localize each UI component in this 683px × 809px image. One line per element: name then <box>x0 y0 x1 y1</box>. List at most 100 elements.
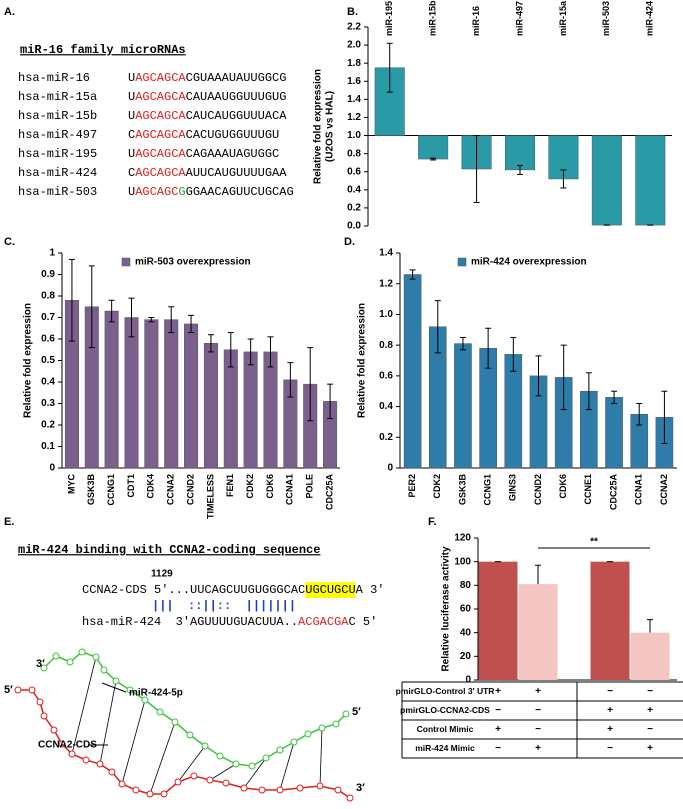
panel-label: F. <box>428 516 437 528</box>
mirna-sequence: ACGACGA <box>298 615 349 629</box>
bar <box>203 343 218 469</box>
bar <box>591 135 622 226</box>
y-tick-label: 1.8 <box>347 58 361 69</box>
table-row-label: pmirGLO-CCNA2-CDS <box>400 705 490 715</box>
nucleotide <box>186 731 194 739</box>
bar <box>478 561 518 680</box>
y-tick-label: 120 <box>454 533 471 544</box>
base-pair <box>279 741 295 791</box>
y-tick-label: 0.9 <box>41 269 55 280</box>
nucleotide <box>14 686 22 694</box>
x-tick-label: CDC25A <box>608 474 618 511</box>
x-tick-label: GINS3 <box>508 474 518 501</box>
sequence: G <box>178 185 185 199</box>
y-tick-label: 1.0 <box>347 130 361 141</box>
error-bar <box>227 332 234 368</box>
error-bar <box>188 314 195 334</box>
target-sequence: CCNA2-CDS 5′...UUCAGCUUGUGGGCAC <box>82 583 305 597</box>
panel-title: miR-16 family microRNAs <box>20 43 186 57</box>
y-tick-label: 0.8 <box>379 340 393 351</box>
y-tick-label: 100 <box>454 556 471 567</box>
target-sequence: A 3′ <box>356 583 385 597</box>
sequence: U <box>128 185 135 199</box>
error-bar <box>247 338 254 366</box>
error-bar <box>560 169 567 189</box>
y-tick-label: 80 <box>460 580 472 591</box>
panel-label: E. <box>4 516 14 528</box>
nucleotide <box>28 686 36 694</box>
x-tick-label: MYC <box>66 474 76 495</box>
y-tick-label: 40 <box>460 627 472 638</box>
sequence: AGCAGCA <box>135 147 186 161</box>
y-tick-label: 0.0 <box>347 221 361 232</box>
base-pair <box>209 763 237 781</box>
nucleotide <box>332 720 340 728</box>
x-tick-label: CCND2 <box>185 474 195 505</box>
error-bar <box>148 317 155 323</box>
sequence: AGCAGCA <box>135 166 186 180</box>
y-tick-label: 1.0 <box>379 309 393 320</box>
x-tick-label: miR-15a <box>558 0 568 36</box>
x-tick-label: CDK6 <box>558 474 568 499</box>
sequence: U <box>128 147 135 161</box>
error-bar <box>68 258 75 342</box>
error-bar <box>535 355 542 397</box>
x-tick-label: CCNG1 <box>106 474 116 506</box>
nucleotide <box>201 742 209 750</box>
y-tick-label: 1.4 <box>379 248 393 259</box>
table-cell: + <box>535 686 541 697</box>
nucleotide <box>222 779 230 787</box>
nucleotide <box>52 652 60 660</box>
nucleotide <box>108 768 116 776</box>
y-tick-label: 1.4 <box>347 94 361 105</box>
nucleotide <box>36 698 44 706</box>
mirna-name: hsa-miR-195 <box>18 147 97 161</box>
error-bar <box>485 327 492 369</box>
error-bar <box>560 344 567 411</box>
sequence: CGUAAAUAUUGGCG <box>186 71 287 85</box>
table-cell: + <box>647 743 653 754</box>
nucleotide <box>296 784 304 792</box>
x-tick-label: CCNA2 <box>659 474 669 505</box>
nucleotide <box>156 708 164 716</box>
y-tick-label: 0.7 <box>41 312 55 323</box>
end-label: 5′ <box>352 706 361 718</box>
nucleotide <box>346 794 354 802</box>
nucleotide <box>342 710 350 718</box>
sequence: C <box>128 128 135 142</box>
y-tick-label: 0.4 <box>347 184 361 195</box>
error-bar <box>267 336 274 368</box>
mirna-name: hsa-miR-503 <box>18 185 97 199</box>
error-bar <box>207 334 214 353</box>
table-cell: + <box>535 743 541 754</box>
nucleotide <box>190 772 198 780</box>
structure-label: miR-424-5p <box>129 688 183 699</box>
end-label: 5′ <box>4 684 13 696</box>
mirna-sequence: C 5′ <box>348 615 377 629</box>
x-tick-label: CCNG1 <box>483 474 493 506</box>
nucleotide <box>100 666 108 674</box>
bar <box>504 135 536 171</box>
nucleotide <box>318 724 326 732</box>
table-cell: + <box>495 686 501 697</box>
x-tick-label: miR-16 <box>471 6 481 36</box>
base-pair <box>99 680 117 765</box>
nucleotide <box>276 746 284 754</box>
base-pair <box>319 727 323 787</box>
secondary-structure <box>14 648 354 802</box>
nucleotide <box>240 784 248 792</box>
error-bar <box>459 336 466 351</box>
position-label: 1129 <box>151 569 173 580</box>
mirna-name: hsa-miR-15a <box>18 90 97 104</box>
error-bar <box>636 403 643 426</box>
highlight <box>305 582 356 598</box>
error-bar <box>585 372 592 411</box>
bar <box>243 351 258 469</box>
table-cell: + <box>495 724 501 735</box>
nucleotide <box>78 648 86 656</box>
nucleotide <box>146 790 154 798</box>
nucleotide <box>216 752 224 760</box>
y-tick-label: 0 <box>465 675 471 686</box>
error-bar <box>386 42 393 93</box>
error-bar <box>327 383 334 420</box>
